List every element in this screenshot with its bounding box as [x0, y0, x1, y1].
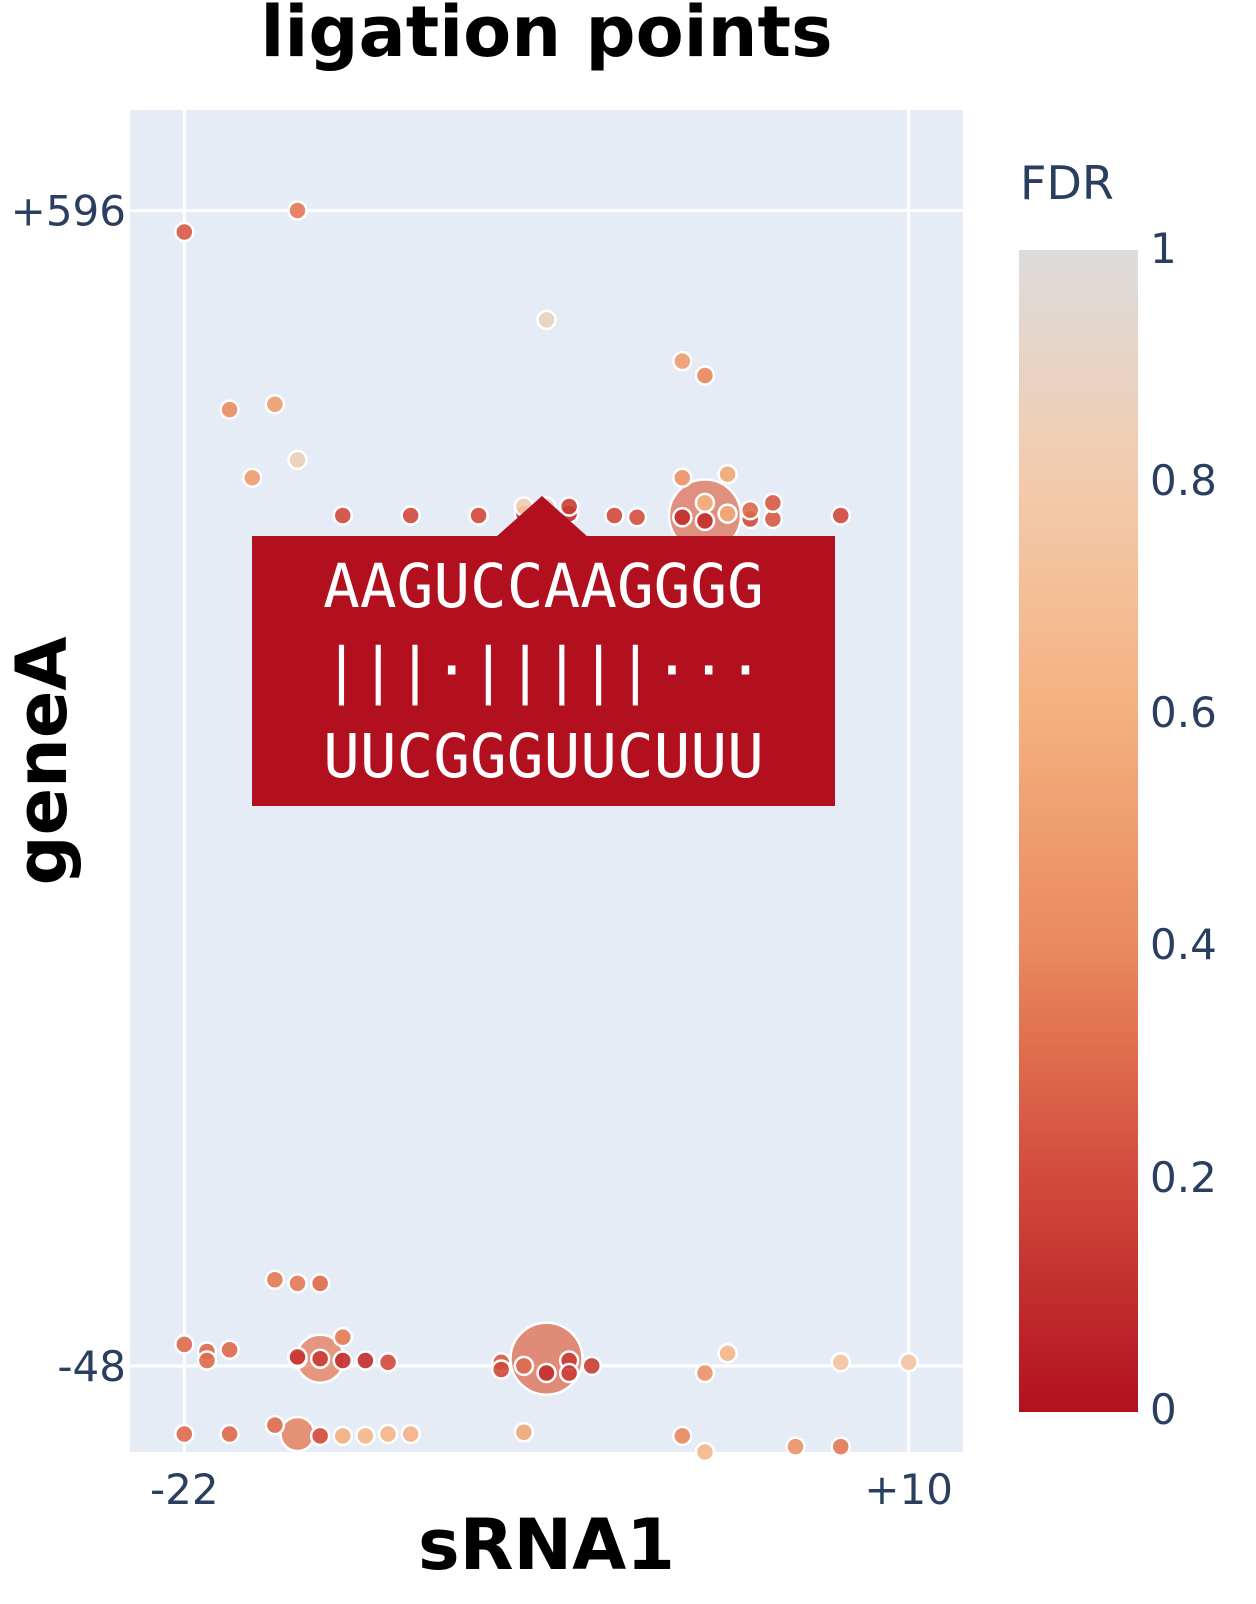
data-point[interactable] — [558, 1362, 580, 1384]
data-point[interactable] — [264, 1269, 286, 1291]
colorbar-tick: 0.6 — [1150, 688, 1217, 737]
data-point[interactable] — [694, 365, 716, 386]
hover-line-pairing: |||·|||||··· — [323, 635, 764, 706]
data-point[interactable] — [513, 1355, 535, 1377]
data-point[interactable] — [739, 499, 761, 521]
data-point[interactable] — [332, 1425, 354, 1447]
data-point[interactable] — [604, 505, 625, 526]
data-point[interactable] — [536, 1362, 557, 1384]
x-tick-label: -22 — [150, 1465, 219, 1514]
data-point[interactable] — [377, 1352, 399, 1373]
data-point[interactable] — [468, 505, 489, 526]
data-point[interactable] — [830, 505, 852, 526]
data-point[interactable] — [830, 1436, 852, 1457]
data-point[interactable] — [762, 492, 784, 514]
hover-line-sequence-bottom: UUCGGGUUCUUU — [323, 721, 764, 792]
data-point[interactable] — [332, 505, 354, 526]
data-point[interactable] — [490, 1359, 512, 1380]
data-point[interactable] — [219, 399, 240, 420]
y-tick-label: -48 — [57, 1342, 126, 1391]
data-point[interactable] — [264, 393, 286, 415]
data-point[interactable] — [174, 1423, 195, 1445]
data-point[interactable] — [219, 1339, 240, 1360]
y-tick-label: +596 — [11, 186, 126, 235]
x-tick-label: +10 — [864, 1465, 953, 1514]
data-point[interactable] — [287, 1346, 308, 1368]
data-point[interactable] — [672, 467, 693, 489]
colorbar-tick: 0.8 — [1150, 456, 1217, 505]
data-point[interactable] — [400, 505, 421, 526]
data-point[interactable] — [196, 1350, 218, 1371]
data-point[interactable] — [694, 510, 716, 532]
data-point[interactable] — [513, 1422, 535, 1443]
data-point[interactable] — [694, 1441, 716, 1463]
y-axis-title: geneA — [1, 636, 83, 886]
data-point[interactable] — [785, 1436, 806, 1457]
data-point[interactable] — [626, 507, 648, 528]
hover-label-arrow — [496, 496, 588, 537]
axis-ticks: -22 +10 +596 -48 — [11, 186, 953, 1514]
data-point[interactable] — [264, 1414, 286, 1436]
data-point[interactable] — [241, 467, 263, 489]
scatter-points — [174, 200, 919, 1463]
data-point[interactable] — [536, 309, 557, 331]
data-point[interactable] — [377, 1423, 399, 1445]
data-point[interactable] — [898, 1352, 919, 1373]
colorbar-title: FDR — [1020, 156, 1114, 210]
data-point[interactable] — [309, 1348, 331, 1369]
colorbar-tick: 0.2 — [1150, 1153, 1217, 1202]
hover-label: AAGUCCAAGGGG |||·|||||··· UUCGGGUUCUUU — [252, 536, 835, 806]
data-point[interactable] — [174, 1334, 195, 1355]
data-point[interactable] — [174, 221, 195, 243]
data-point[interactable] — [355, 1425, 376, 1447]
data-point[interactable] — [830, 1352, 852, 1373]
x-axis-title: sRNA1 — [417, 1504, 676, 1586]
data-point[interactable] — [332, 1350, 354, 1371]
data-point[interactable] — [672, 507, 693, 528]
hover-line-sequence-top: AAGUCCAAGGGG — [323, 551, 764, 622]
data-point[interactable] — [581, 1355, 603, 1377]
data-point[interactable] — [219, 1423, 240, 1445]
data-point[interactable] — [332, 1326, 354, 1348]
data-point[interactable] — [400, 1423, 421, 1445]
data-point[interactable] — [717, 463, 738, 485]
data-point[interactable] — [672, 350, 693, 372]
data-point[interactable] — [287, 1273, 308, 1294]
data-point[interactable] — [694, 1362, 716, 1384]
chart-title: ligation points — [260, 0, 833, 73]
data-point[interactable] — [287, 200, 308, 221]
colorbar-tick: 0 — [1150, 1385, 1177, 1434]
data-point[interactable] — [717, 1343, 738, 1364]
data-point[interactable] — [287, 449, 308, 471]
data-point[interactable] — [694, 492, 716, 514]
data-point[interactable] — [717, 503, 738, 524]
data-point[interactable] — [672, 1425, 693, 1447]
colorbar-gradient — [1019, 250, 1138, 1412]
colorbar-tick: 0.4 — [1150, 920, 1217, 969]
data-point[interactable] — [279, 1415, 316, 1453]
colorbar-tick: 1 — [1150, 224, 1177, 273]
data-point[interactable] — [355, 1350, 376, 1371]
data-point[interactable] — [309, 1425, 331, 1447]
data-point[interactable] — [309, 1273, 331, 1294]
